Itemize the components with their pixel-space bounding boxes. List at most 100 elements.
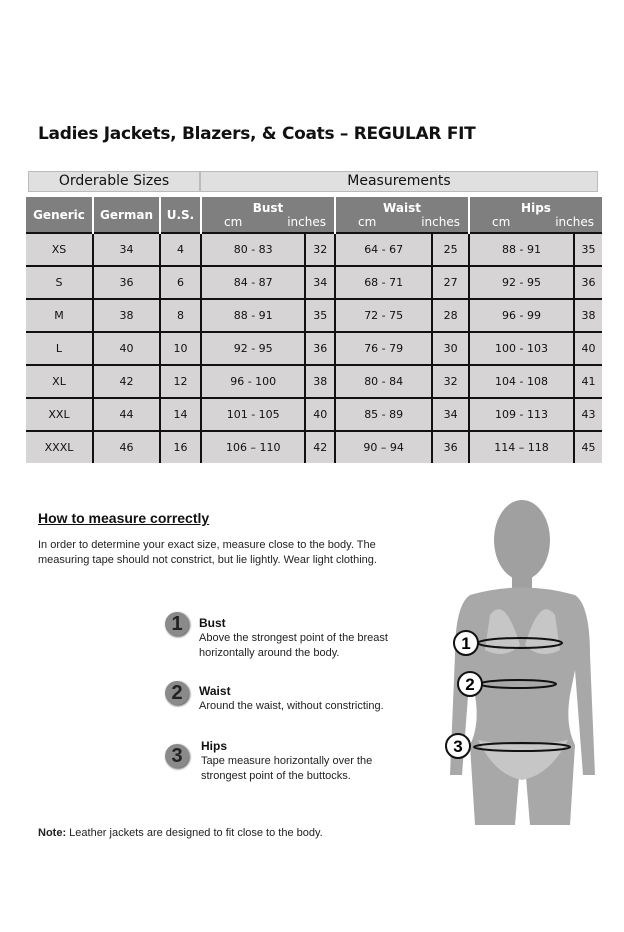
table-cell: 38	[304, 364, 335, 398]
table-cell: 80 - 83	[199, 232, 306, 266]
note-label: Note:	[38, 827, 67, 839]
table-cell: L	[26, 331, 93, 365]
table-cell: 34	[304, 265, 335, 299]
col-waist: Waist cm inches	[334, 197, 469, 233]
table-cell: 36	[304, 331, 335, 365]
inches-label: inches	[555, 214, 594, 229]
table-cell: 44	[92, 397, 160, 431]
table-cell: 6	[159, 265, 201, 299]
marker-3-label: 3	[453, 737, 462, 756]
marker-1-label: 1	[461, 634, 470, 653]
table-cell: 35	[573, 232, 602, 266]
table-cell: 42	[92, 364, 160, 398]
table-cell: 68 - 71	[333, 265, 433, 299]
table-cell: 38	[573, 298, 602, 332]
table-cell: 72 - 75	[333, 298, 433, 332]
inches-label: inches	[287, 214, 326, 229]
table-cell: 43	[573, 397, 602, 431]
table-row: XXXL 46 16 106 – 110 42 90 – 94 36 114 – 118 45	[26, 430, 602, 463]
table-cell: 36	[92, 265, 160, 299]
table-cell: 40	[573, 331, 602, 365]
marker-3	[445, 733, 471, 759]
step-text: Above the strongest point of the breast …	[199, 632, 388, 659]
note: Note: Leather jackets are designed to fi…	[38, 826, 438, 841]
table-cell: 90 – 94	[333, 430, 433, 463]
table-cell: 109 - 113	[467, 397, 575, 431]
table-cell: 34	[431, 397, 469, 431]
cm-label: cm	[358, 214, 377, 229]
step-3: Hips Tape measure horizontally over the s…	[201, 739, 416, 784]
table-row: XXL 44 14 101 - 105 40 85 - 89 34 109 - 113 43	[26, 397, 602, 431]
table-cell: 42	[304, 430, 335, 463]
table-cell: 30	[431, 331, 469, 365]
table-cell: XXL	[26, 397, 93, 431]
bust-label: Bust	[252, 200, 284, 215]
table-cell: 64 - 67	[333, 232, 433, 266]
col-hips: Hips cm inches	[468, 197, 602, 233]
inches-label: inches	[421, 214, 460, 229]
table-cell: 16	[159, 430, 201, 463]
table-cell: 84 - 87	[199, 265, 306, 299]
table-cell: 114 – 118	[467, 430, 575, 463]
col-us: U.S.	[159, 197, 201, 233]
table-cell: XS	[26, 232, 93, 266]
table-cell: 80 - 84	[333, 364, 433, 398]
step-2-badge: 2	[165, 681, 189, 705]
table-cell: 40	[304, 397, 335, 431]
table-cell: 96 - 99	[467, 298, 575, 332]
table-cell: 12	[159, 364, 201, 398]
table-cell: 10	[159, 331, 201, 365]
table-cell: 92 - 95	[199, 331, 306, 365]
table-cell: 4	[159, 232, 201, 266]
table-cell: 92 - 95	[467, 265, 575, 299]
table-row: XL 42 12 96 - 100 38 80 - 84 32 104 - 108 41	[26, 364, 602, 398]
table-cell: 36	[573, 265, 602, 299]
marker-1	[453, 630, 479, 656]
step-text: Around the waist, without constricting.	[199, 700, 384, 712]
marker-2	[457, 671, 483, 697]
table-cell: 35	[304, 298, 335, 332]
table-row: XS 34 4 80 - 83 32 64 - 67 25 88 - 91 35	[26, 232, 602, 266]
table-row: M 38 8 88 - 91 35 72 - 75 28 96 - 99 38	[26, 298, 602, 332]
howto-heading: How to measure correctly	[38, 510, 210, 526]
col-german: German	[92, 197, 160, 233]
orderable-sizes-header: Orderable Sizes	[28, 171, 200, 192]
table-row: L 40 10 92 - 95 36 76 - 79 30 100 - 103 40	[26, 331, 602, 365]
table-row: S 36 6 84 - 87 34 68 - 71 27 92 - 95 36	[26, 265, 602, 299]
waist-label: Waist	[383, 200, 421, 215]
col-generic: Generic	[26, 197, 93, 233]
cm-label: cm	[224, 214, 243, 229]
step-label: Hips	[201, 739, 228, 753]
marker-2-label: 2	[465, 675, 474, 694]
table-cell: 101 - 105	[199, 397, 306, 431]
table-cell: 28	[431, 298, 469, 332]
table-cell: 38	[92, 298, 160, 332]
table-cell: 88 - 91	[467, 232, 575, 266]
page-title: Ladies Jackets, Blazers, & Coats – REGUL…	[38, 124, 476, 144]
table-cell: 106 – 110	[199, 430, 306, 463]
hips-label: Hips	[521, 200, 551, 215]
size-table: Generic German U.S. Bust cm inches Waist cm…	[26, 197, 602, 463]
table-cell: 32	[304, 232, 335, 266]
table-cell: 88 - 91	[199, 298, 306, 332]
table-cell: XL	[26, 364, 93, 398]
table-cell: 76 - 79	[333, 331, 433, 365]
table-cell: XXXL	[26, 430, 93, 463]
table-cell: 85 - 89	[333, 397, 433, 431]
table-cell: 8	[159, 298, 201, 332]
measurements-header: Measurements	[200, 171, 598, 192]
table-cell: 104 - 108	[467, 364, 575, 398]
table-cell: 100 - 103	[467, 331, 575, 365]
table-cell: 36	[431, 430, 469, 463]
table-cell: 27	[431, 265, 469, 299]
step-label: Bust	[199, 616, 226, 630]
col-bust: Bust cm inches	[200, 197, 335, 233]
step-2: Waist Around the waist, without constrict…	[199, 684, 414, 714]
table-cell: 14	[159, 397, 201, 431]
table-cell: 25	[431, 232, 469, 266]
table-cell: 45	[573, 430, 602, 463]
table-cell: S	[26, 265, 93, 299]
table-cell: 96 - 100	[199, 364, 306, 398]
table-cell: M	[26, 298, 93, 332]
